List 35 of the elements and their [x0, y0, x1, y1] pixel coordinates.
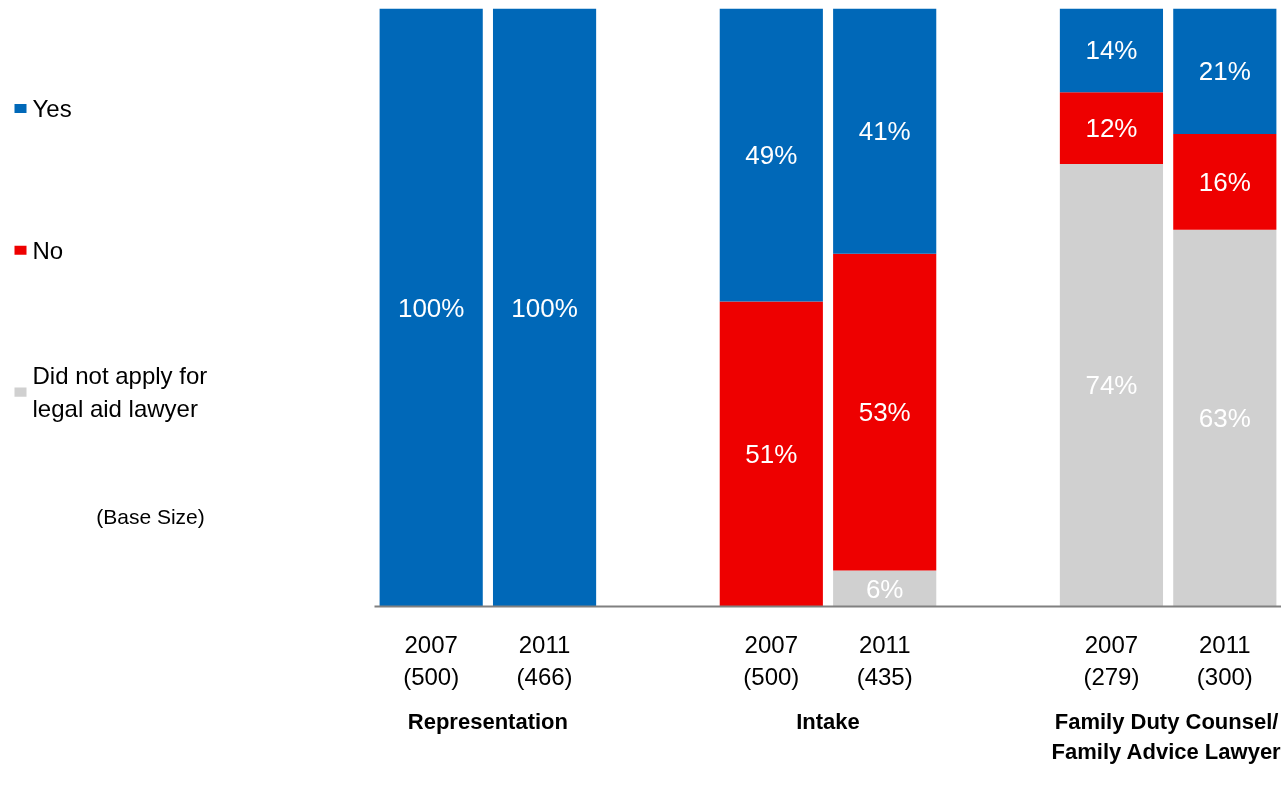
bar	[1059, 8, 1164, 93]
bar	[833, 253, 937, 571]
bar	[1059, 163, 1164, 607]
data-label: 53%	[858, 397, 911, 428]
data-label: 100%	[511, 292, 578, 323]
legend-label: Did not apply for legal aid lawyer	[32, 362, 208, 422]
bar	[719, 301, 823, 607]
bar	[1173, 229, 1277, 607]
bar	[492, 8, 597, 607]
data-label: 100%	[397, 292, 465, 323]
bar	[719, 8, 823, 302]
bar	[833, 8, 937, 254]
x-tick-label: 2011 (466)	[516, 630, 573, 690]
data-label: 21%	[1198, 56, 1251, 87]
x-tick-label: 2007 (500)	[743, 630, 800, 690]
x-tick-label: 2011 (435)	[856, 630, 913, 690]
data-label: 14%	[1085, 35, 1138, 66]
data-label: 12%	[1085, 113, 1138, 144]
text: Family Duty Counsel/ Family Advice Lawyer	[1051, 708, 1281, 764]
data-label: 16%	[1198, 166, 1251, 197]
x-tick-label: 2007 (500)	[403, 630, 460, 690]
text: Intake	[796, 708, 860, 734]
bar	[1059, 92, 1164, 164]
bar	[1173, 8, 1277, 135]
data-label: 49%	[745, 140, 798, 171]
bar	[1173, 134, 1277, 230]
legend-label: Yes	[32, 95, 72, 123]
data-label: 51%	[745, 439, 798, 470]
legend-label: No	[32, 236, 64, 264]
text: Representation	[407, 708, 568, 734]
bar	[379, 8, 483, 607]
data-label: 41%	[858, 116, 911, 147]
x-tick-label: 2011 (300)	[1196, 630, 1253, 690]
x-tick-label: 2007 (279)	[1083, 630, 1140, 690]
text: (Base Size)	[96, 504, 205, 528]
